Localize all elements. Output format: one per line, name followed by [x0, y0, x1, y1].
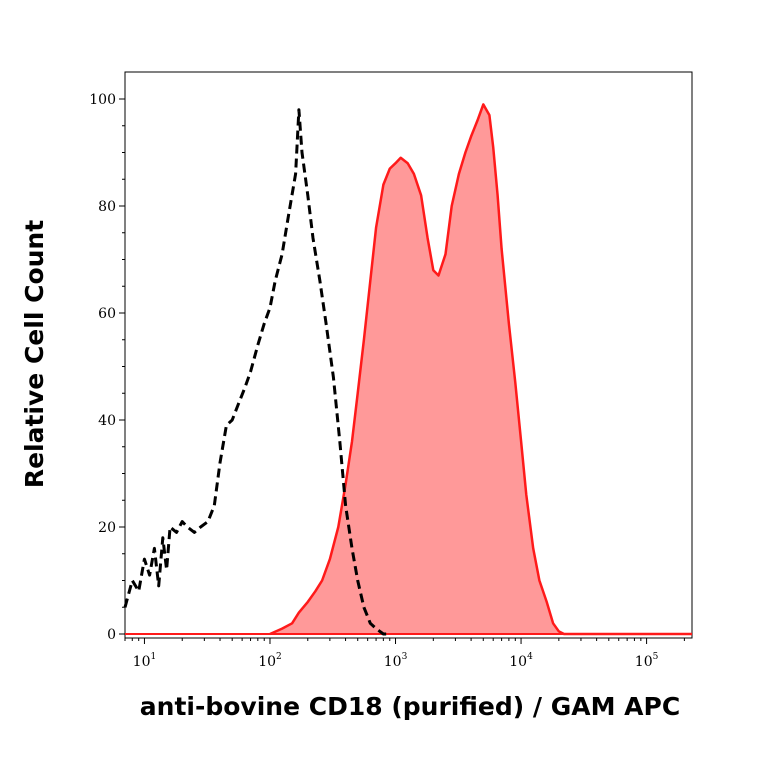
ticks: 0 20 40 60 80 100 101 102 103 104 105 [89, 92, 685, 670]
series-layer [123, 103, 692, 636]
x-tick-label: 103 [384, 652, 408, 670]
y-tick-label: 100 [89, 92, 116, 108]
y-tick-label: 0 [107, 627, 116, 643]
axes [124, 71, 693, 639]
x-tick-label: 101 [133, 652, 157, 670]
y-tick-label: 80 [98, 199, 116, 215]
series-area-fill [270, 104, 692, 634]
x-tick-label: 104 [509, 652, 533, 670]
plot-frame [124, 71, 693, 639]
x-tick-label: 105 [635, 652, 659, 670]
series-dashed-line [123, 108, 390, 636]
series-area-line [269, 103, 692, 636]
x-axis-label: anti-bovine CD18 (purified) / GAM APC [140, 692, 680, 721]
y-axis-label: Relative Cell Count [20, 220, 49, 488]
y-tick-label: 20 [98, 520, 116, 536]
x-tick-label: 102 [258, 652, 282, 670]
y-tick-label: 40 [98, 413, 116, 429]
y-tick-label: 60 [98, 306, 116, 322]
